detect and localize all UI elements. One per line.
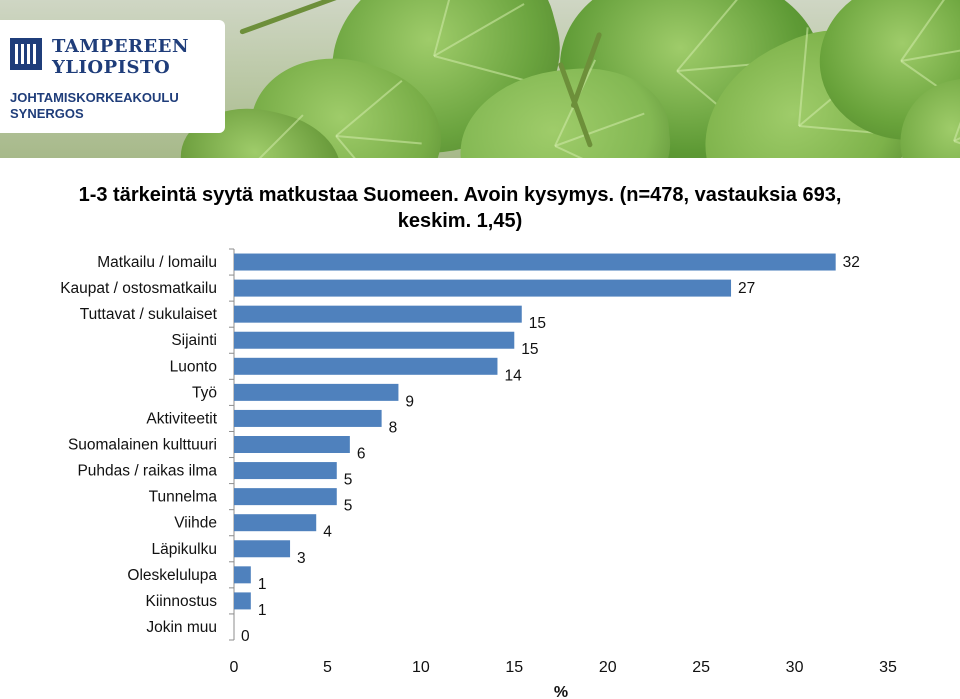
bar bbox=[234, 305, 522, 323]
bar-value-label: 27 bbox=[738, 280, 755, 297]
category-label: Suomalainen kulttuuri bbox=[68, 437, 217, 454]
bar bbox=[234, 409, 382, 427]
x-tick-label: 10 bbox=[412, 659, 430, 676]
logo-unit-line1: JOHTAMISKORKEAKOULU bbox=[10, 90, 179, 105]
x-tick-label: 5 bbox=[323, 659, 332, 676]
bar bbox=[234, 253, 836, 271]
bar-value-label: 3 bbox=[297, 550, 306, 567]
logo-name-line2: YLIOPISTO bbox=[52, 57, 171, 78]
x-tick-label: 0 bbox=[230, 659, 239, 676]
category-label: Viihde bbox=[174, 515, 217, 532]
category-label: Puhdas / raikas ilma bbox=[77, 463, 217, 480]
bar bbox=[234, 331, 515, 349]
bar-value-label: 32 bbox=[843, 254, 860, 271]
category-label: Sijainti bbox=[171, 332, 217, 349]
bar-value-label: 14 bbox=[504, 367, 522, 384]
bar-value-label: 0 bbox=[241, 628, 250, 645]
bar-value-label: 1 bbox=[258, 576, 267, 593]
bar bbox=[234, 566, 251, 584]
category-label: Luonto bbox=[170, 358, 217, 375]
bar-value-label: 8 bbox=[389, 419, 398, 436]
x-tick-label: 20 bbox=[599, 659, 617, 676]
bar-value-label: 15 bbox=[529, 315, 546, 332]
category-label: Tunnelma bbox=[149, 489, 218, 506]
bar bbox=[234, 462, 337, 480]
bar-value-label: 5 bbox=[344, 472, 353, 489]
logo-emblem-icon bbox=[10, 38, 42, 70]
bar-value-label: 15 bbox=[521, 341, 538, 358]
bar bbox=[234, 488, 337, 506]
category-label: Jokin muu bbox=[146, 619, 217, 636]
logo-unit-line2: SYNERGOS bbox=[10, 106, 84, 121]
category-label: Oleskelulupa bbox=[127, 567, 217, 584]
category-label: Matkailu / lomailu bbox=[97, 254, 217, 271]
bar-value-label: 1 bbox=[258, 602, 267, 619]
category-label: Läpikulku bbox=[152, 541, 218, 558]
logo-name-line1: TAMPEREEN bbox=[52, 36, 189, 57]
bar-value-label: 9 bbox=[405, 393, 414, 410]
category-label: Kaupat / ostosmatkailu bbox=[60, 280, 217, 297]
category-label: Aktiviteetit bbox=[146, 410, 217, 427]
bar bbox=[234, 279, 732, 297]
x-tick-label: 35 bbox=[879, 659, 897, 676]
bar bbox=[234, 357, 498, 375]
x-tick-label: 15 bbox=[505, 659, 523, 676]
header-banner: TAMPEREEN YLIOPISTO JOHTAMISKORKEAKOULU … bbox=[0, 0, 960, 158]
bar bbox=[234, 383, 399, 401]
category-label: Tuttavat / sukulaiset bbox=[80, 306, 218, 323]
bar-value-label: 4 bbox=[323, 524, 332, 541]
x-tick-label: 25 bbox=[692, 659, 710, 676]
bar-value-label: 6 bbox=[357, 446, 366, 463]
bar bbox=[234, 592, 251, 610]
x-axis-title: % bbox=[554, 684, 568, 699]
university-logo: TAMPEREEN YLIOPISTO JOHTAMISKORKEAKOULU … bbox=[0, 20, 225, 133]
category-label: Työ bbox=[192, 384, 217, 401]
bar bbox=[234, 514, 317, 532]
bar bbox=[234, 436, 350, 453]
bar bbox=[234, 540, 291, 558]
x-tick-label: 30 bbox=[786, 659, 804, 676]
chart-title: 1-3 tärkeintä syytä matkustaa Suomeen. A… bbox=[78, 184, 842, 232]
category-label: Kiinnostus bbox=[145, 593, 217, 610]
bar-value-label: 5 bbox=[344, 498, 353, 515]
